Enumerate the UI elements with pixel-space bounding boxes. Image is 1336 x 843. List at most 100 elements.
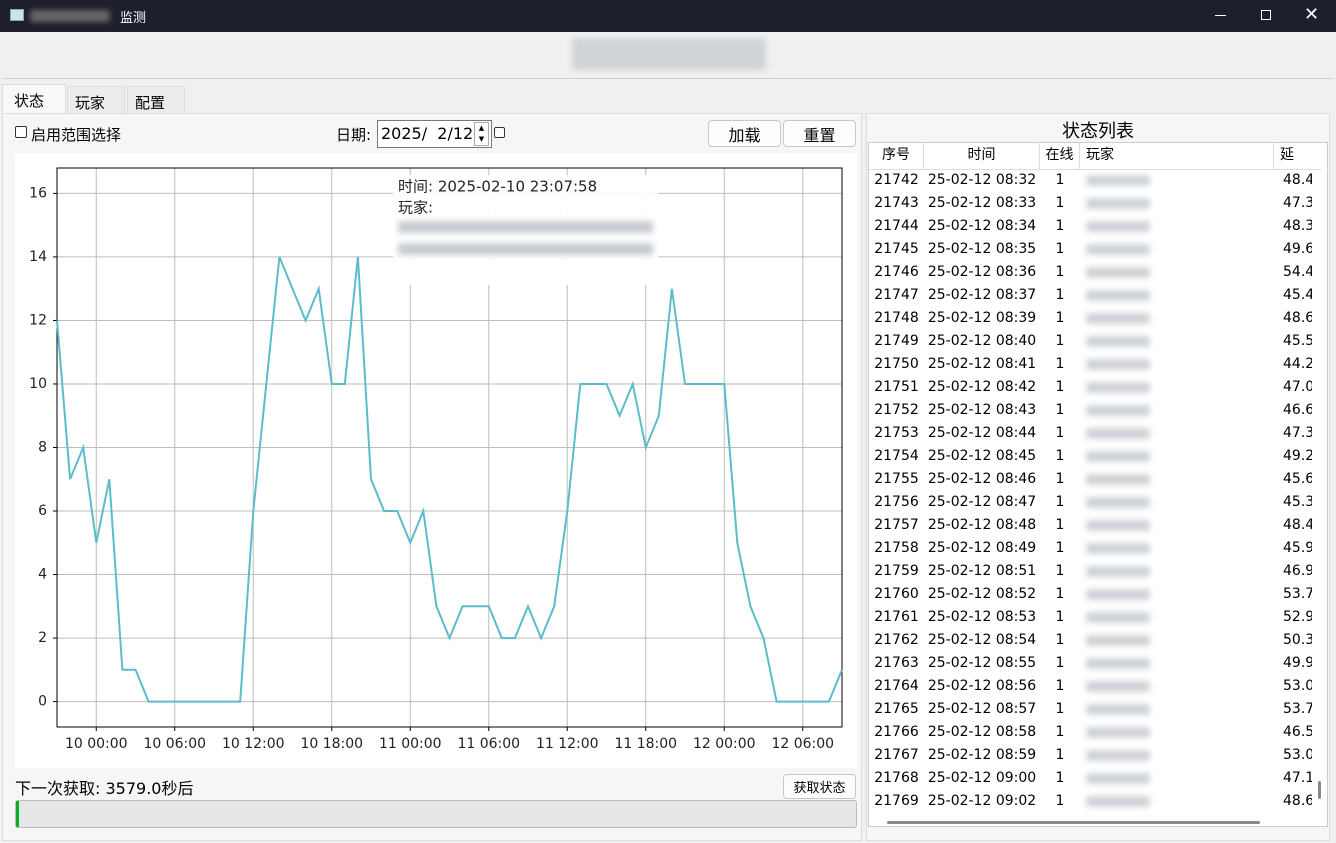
cell: 25-02-12 08:34 [927,218,1037,234]
player-blurred [1086,267,1150,278]
cell: 21753 [874,425,919,441]
player-blurred [1086,451,1150,462]
cell: 25-02-12 08:43 [927,402,1037,418]
cell: 44.2 [1283,356,1312,372]
y-tick-label: 14 [29,249,47,265]
cell: 25-02-12 08:47 [927,494,1037,510]
column-header: 在线 [1040,143,1080,169]
cell: 21763 [874,655,919,671]
table-row: 21748 25-02-12 08:39 1 48.6 [869,307,1321,330]
date-value: 2025/ 2/12 [381,124,474,143]
cell: 48.6 [1283,310,1312,326]
cell: 21760 [874,586,919,602]
player-blurred [1086,681,1150,692]
cell: 21758 [874,540,919,556]
cell: 25-02-12 08:48 [927,517,1037,533]
table-row: 21754 25-02-12 08:45 1 49.2 [869,445,1321,468]
cell: 25-02-12 08:35 [927,241,1037,257]
cell: 1 [1055,770,1065,786]
player-blurred [1086,566,1150,577]
cell: 1 [1055,218,1065,234]
date-input[interactable]: 2025/ 2/12 ▲ ▼ [377,120,492,148]
range-checkbox-label: 启用范围选择 [31,126,122,144]
cell: 21764 [874,678,919,694]
y-tick-label: 8 [38,440,47,456]
cell: 25-02-12 08:45 [927,448,1037,464]
cell: 25-02-12 08:39 [927,310,1037,326]
cell: 46.5 [1283,724,1312,740]
table-row: 21743 25-02-12 08:33 1 47.3 [869,192,1321,215]
player-blurred [1086,428,1150,439]
cell: 1 [1055,264,1065,280]
next-fetch: 下一次获取: 3579.0秒后 [15,779,194,798]
plot-frame [56,167,843,728]
x-tick-label: 11 18:00 [614,736,677,752]
maximize[interactable] [1261,10,1271,20]
cell: 1 [1055,540,1065,556]
cell: 1 [1055,379,1065,395]
chart: 0 2 4 6 8 10 12 14 16 10 00:00 10 06:00 10 12:00 10 … [15,153,857,768]
h-scrollbar[interactable] [887,821,1260,824]
player-blurred [1086,175,1150,186]
minimize[interactable] [1215,15,1226,16]
cell: 48.4 [1283,517,1312,533]
table-row: 21756 25-02-12 08:47 1 45.3 [869,491,1321,514]
player-blurred [1086,221,1150,232]
player-blurred [1086,796,1150,807]
cell: 54.4 [1283,264,1312,280]
x-tick-label: 11 12:00 [536,736,599,752]
player-blurred [1086,773,1150,784]
tab-bar: 状态 玩家 配置 [2,84,202,114]
date-checkbox[interactable] [494,127,505,138]
cell: 25-02-12 09:00 [927,770,1037,786]
cell: 25-02-12 08:33 [927,195,1037,211]
tab[interactable]: 配置 [127,86,185,114]
window-title: 监测 [120,11,147,26]
cell: 1 [1055,724,1065,740]
cell: 1 [1055,471,1065,487]
cell: 1 [1055,632,1065,648]
table-row: 21765 25-02-12 08:57 1 53.7 [869,698,1321,721]
tab[interactable]: 状态 [2,84,66,114]
x-tick-label: 11 06:00 [457,736,520,752]
header-blurred [572,38,766,70]
load-button[interactable]: 加载 [708,120,781,147]
cell: 21757 [874,517,919,533]
cell: 25-02-12 08:55 [927,655,1037,671]
tab[interactable]: 玩家 [67,86,125,114]
player-blurred [1086,635,1150,646]
player-blurred [1086,474,1150,485]
cell: 47.1 [1283,770,1312,786]
cell: 25-02-12 08:53 [927,609,1037,625]
player-blurred [1086,244,1150,255]
cell: 48.3 [1283,218,1312,234]
x-tick-label: 10 18:00 [300,736,363,752]
cell: 1 [1055,241,1065,257]
v-scrollbar[interactable] [1318,781,1321,799]
table-row: 21758 25-02-12 08:49 1 45.9 [869,537,1321,560]
cell: 25-02-12 09:02 [927,793,1037,809]
table-row: 21769 25-02-12 09:02 1 48.6 [869,790,1321,813]
cell: 1 [1055,333,1065,349]
table-row: 21747 25-02-12 08:37 1 45.4 [869,284,1321,307]
cell: 49.9 [1283,655,1312,671]
cell: 21748 [874,310,919,326]
cell: 21745 [874,241,919,257]
x-tick-label: 12 06:00 [771,736,834,752]
cell: 1 [1055,701,1065,717]
player-blurred [1086,543,1150,554]
player-blurred [1086,198,1150,209]
cell: 48.6 [1283,793,1312,809]
tooltip-blurred [398,243,653,255]
table-row: 21751 25-02-12 08:42 1 47.0 [869,376,1321,399]
cell: 53.7 [1283,586,1312,602]
reset-button[interactable]: 重置 [783,120,856,147]
fetch-button[interactable]: 获取状态 [783,774,856,799]
list-panel: 状态列表 序号 时间 在线 玩家延 21742 25-02-12 08:32 1 48.4 21… [866,113,1330,841]
cell: 25-02-12 08:49 [927,540,1037,556]
table-row: 21766 25-02-12 08:58 1 46.5 [869,721,1321,744]
spin[interactable]: ▲ ▼ [474,122,489,146]
range-checkbox[interactable] [15,126,27,138]
close[interactable]: ✕ [1304,4,1320,25]
progress-fill [16,801,20,827]
